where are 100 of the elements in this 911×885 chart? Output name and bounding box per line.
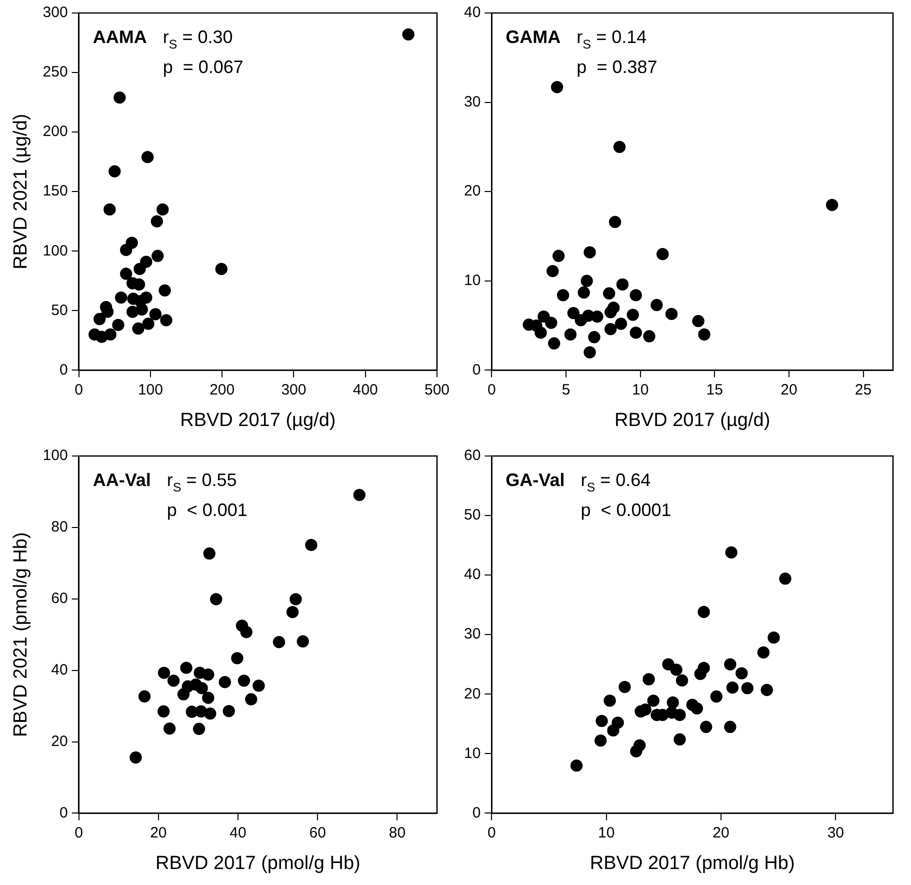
x-axis-title: RBVD 2017 (pmol/g Hb) [590, 852, 795, 874]
point [114, 91, 126, 104]
x-tick-label: 0 [488, 381, 496, 398]
point [210, 593, 222, 606]
y-tick-label: 50 [464, 506, 481, 524]
point [196, 682, 208, 694]
point [604, 323, 617, 336]
point [643, 330, 656, 342]
x-tick-label: 80 [388, 824, 406, 842]
x-axis-title: RBVD 2017 (pmol/g Hb) [155, 852, 360, 874]
x-tick-label: 15 [706, 381, 723, 398]
point [238, 674, 250, 687]
point [550, 81, 564, 94]
point [630, 289, 642, 302]
point [548, 337, 560, 350]
annotation: GAMA [506, 27, 561, 47]
point [202, 692, 214, 704]
point [608, 216, 622, 228]
point [596, 714, 608, 728]
point [779, 572, 792, 585]
y-tick-label: 10 [464, 272, 481, 290]
point [546, 264, 559, 278]
point [305, 538, 318, 552]
x-tick-label: 0 [74, 824, 83, 842]
point [108, 165, 121, 178]
point [760, 684, 773, 696]
point [642, 673, 655, 686]
point [607, 724, 620, 737]
point [578, 286, 590, 299]
point [141, 150, 154, 164]
x-tick-label: 10 [632, 381, 649, 398]
y-tick-label: 40 [464, 566, 481, 584]
point [700, 720, 712, 733]
x-tick-label: 0 [488, 824, 496, 842]
x-tick-label: 20 [712, 824, 730, 842]
point [616, 278, 629, 291]
point [245, 693, 258, 706]
point [724, 658, 736, 670]
x-tick-label: 30 [827, 824, 844, 842]
point [132, 322, 144, 335]
y-tick-label: 50 [51, 302, 68, 319]
y-tick-label: 200 [42, 123, 68, 140]
point [556, 289, 570, 302]
y-tick-label: 30 [464, 626, 481, 643]
point [192, 722, 206, 735]
point [177, 688, 190, 700]
point [120, 268, 132, 280]
point [674, 733, 686, 746]
y-tick-label: 0 [59, 804, 68, 822]
point [726, 681, 739, 694]
point [604, 694, 616, 707]
x-tick-label: 400 [352, 381, 378, 398]
y-tick-label: 100 [42, 242, 68, 260]
point [567, 306, 580, 320]
y-tick-label: 100 [42, 447, 68, 464]
point [710, 690, 723, 703]
point [694, 668, 706, 680]
point [156, 203, 169, 216]
point [204, 707, 216, 720]
annotation: AA-Val [92, 470, 151, 490]
x-tick-label: 10 [598, 824, 615, 842]
point [286, 606, 299, 618]
point [152, 250, 164, 262]
point [158, 666, 170, 679]
point [588, 331, 600, 344]
point [826, 198, 838, 212]
point [614, 318, 628, 330]
point [160, 314, 172, 326]
x-tick-label: 60 [309, 824, 326, 842]
y-tick-label: 20 [51, 732, 68, 750]
point [676, 674, 688, 687]
x-axis-title: RBVD 2017 (µg/d) [180, 410, 336, 431]
point [580, 274, 593, 287]
x-tick-label: 300 [281, 381, 306, 398]
point [157, 705, 170, 718]
point [231, 652, 244, 664]
point [698, 328, 710, 341]
annotation: p = 0.067 [162, 57, 244, 77]
y-tick-label: 60 [51, 590, 68, 608]
point [630, 326, 642, 339]
point [402, 28, 414, 41]
point [167, 674, 180, 687]
point [647, 694, 660, 707]
y-tick-label: 150 [42, 182, 68, 200]
x-tick-label: 20 [150, 824, 167, 842]
point [104, 203, 116, 216]
point [138, 690, 151, 702]
point [203, 547, 216, 560]
point [584, 346, 596, 358]
point [692, 314, 704, 328]
y-tick-label: 60 [464, 447, 481, 464]
y-tick-label: 30 [464, 93, 481, 110]
point [120, 244, 132, 256]
point [240, 626, 252, 638]
point [724, 720, 736, 733]
y-axis-title: RBVD 2021 (pmol/g Hb) [10, 532, 32, 738]
x-tick-label: 0 [74, 381, 83, 398]
point [96, 330, 108, 343]
x-tick-label: 40 [230, 824, 246, 842]
point [736, 667, 748, 680]
